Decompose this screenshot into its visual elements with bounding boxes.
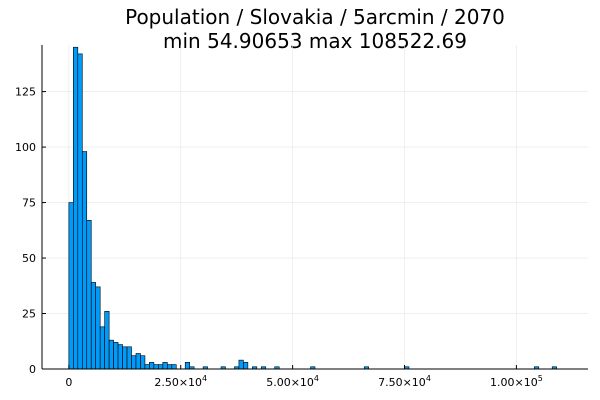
histogram-bar xyxy=(73,46,79,370)
axes xyxy=(41,45,588,370)
histogram-bar xyxy=(140,355,146,370)
y-tick-label: 100 xyxy=(15,141,36,154)
histogram-bar xyxy=(104,311,110,370)
x-tick-label: 2.50×104 xyxy=(154,374,207,389)
y-tick-label: 0 xyxy=(29,363,36,376)
histogram-bar xyxy=(131,355,137,370)
histogram-bar xyxy=(126,346,132,370)
histogram-bar xyxy=(144,364,150,370)
x-tick-label: 5.00×104 xyxy=(266,374,319,389)
histogram-bar xyxy=(158,364,164,370)
histogram-bar xyxy=(77,53,83,370)
histogram-bar xyxy=(68,202,74,370)
histogram-bar xyxy=(153,364,159,370)
histogram-bar xyxy=(99,326,105,370)
histogram-bar xyxy=(117,344,123,370)
histogram-bar xyxy=(122,346,128,370)
x-tick-label: 1.00×105 xyxy=(490,374,543,389)
grid-lines xyxy=(42,45,588,370)
y-tick-label: 125 xyxy=(15,86,36,99)
histogram-bar xyxy=(184,362,190,370)
histogram-bar xyxy=(90,282,97,370)
x-tick-label: 7.50×104 xyxy=(378,374,431,389)
histogram-bar xyxy=(86,220,92,370)
histogram-bar xyxy=(162,362,168,370)
histogram-bar xyxy=(243,362,249,370)
histogram-bar xyxy=(95,286,101,370)
y-tick-label: 25 xyxy=(22,308,36,321)
chart-title-line-2: min 54.90653 max 108522.69 xyxy=(163,29,467,53)
histogram-bar xyxy=(238,359,244,370)
chart-title-line-1: Population / Slovakia / 5arcmin / 2070 xyxy=(125,5,505,29)
histogram-bar xyxy=(108,339,114,370)
x-tick-label: 0 xyxy=(65,376,72,389)
y-tick-label: 75 xyxy=(22,197,36,210)
tick-labels: 0 25 50 75 100 125 0 2.50×104 5.00×104 7.50×104 1.… xyxy=(15,86,543,389)
histogram-bar xyxy=(149,362,155,370)
y-tick-label: 50 xyxy=(22,252,36,265)
histogram-bar xyxy=(113,342,119,370)
histogram-bar xyxy=(135,353,141,370)
histogram-bar xyxy=(167,364,173,370)
histogram-bars xyxy=(68,46,557,370)
histogram-bar xyxy=(81,151,88,370)
histogram-bar xyxy=(171,364,177,370)
